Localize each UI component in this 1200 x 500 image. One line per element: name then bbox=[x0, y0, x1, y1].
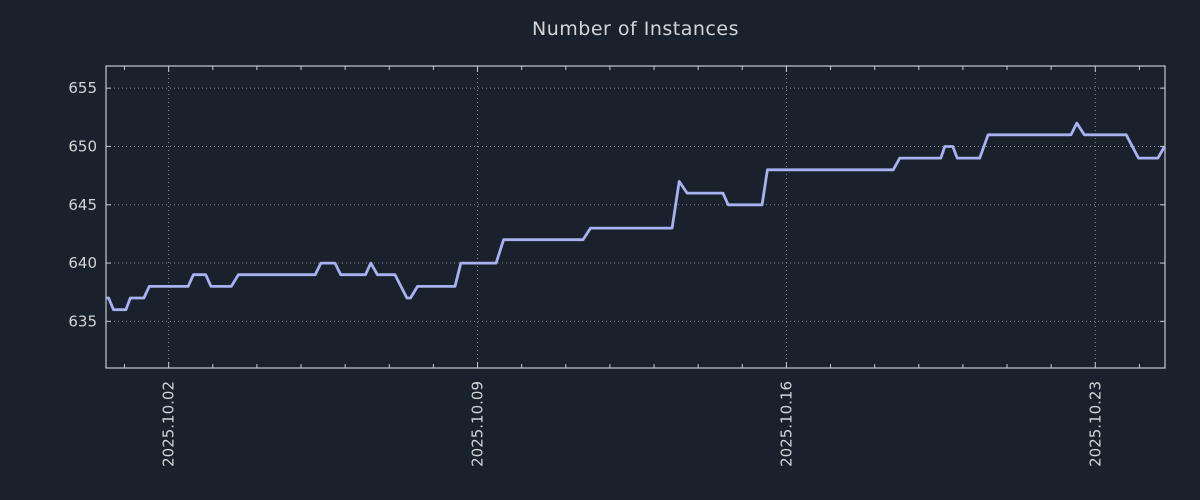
x-tick-label: 2025.10.02 bbox=[160, 381, 178, 467]
x-tick-label: 2025.10.09 bbox=[469, 381, 487, 467]
x-tick-label: 2025.10.16 bbox=[777, 381, 795, 467]
y-tick-label: 635 bbox=[68, 312, 97, 330]
y-tick-label: 640 bbox=[68, 254, 97, 272]
series-line-instances bbox=[106, 121, 1166, 312]
y-tick-label: 645 bbox=[68, 196, 97, 214]
plot-border bbox=[105, 65, 1166, 369]
y-tick-label: 650 bbox=[68, 137, 97, 155]
y-tick-label: 655 bbox=[68, 79, 97, 97]
chart-title: Number of Instances bbox=[532, 18, 739, 40]
x-tick-label: 2025.10.23 bbox=[1086, 381, 1104, 467]
